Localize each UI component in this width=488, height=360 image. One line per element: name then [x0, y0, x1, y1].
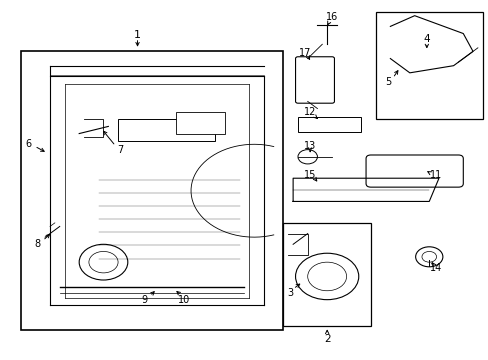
Text: 5: 5	[384, 77, 390, 87]
Text: 3: 3	[287, 288, 293, 297]
Text: 8: 8	[35, 239, 41, 249]
Text: 11: 11	[429, 170, 442, 180]
FancyBboxPatch shape	[176, 112, 224, 134]
FancyBboxPatch shape	[366, 155, 462, 187]
Text: 6: 6	[25, 139, 31, 149]
Text: 17: 17	[299, 48, 311, 58]
Text: 9: 9	[142, 295, 147, 305]
Text: 12: 12	[304, 107, 316, 117]
Text: 14: 14	[429, 262, 442, 273]
Text: 4: 4	[423, 34, 429, 44]
Text: 2: 2	[323, 334, 330, 344]
Text: 7: 7	[117, 145, 123, 155]
FancyBboxPatch shape	[295, 57, 334, 103]
Text: 15: 15	[304, 170, 316, 180]
Text: 13: 13	[304, 141, 316, 151]
FancyBboxPatch shape	[375, 12, 482, 119]
Text: 16: 16	[325, 13, 338, 22]
FancyBboxPatch shape	[283, 223, 370, 327]
Text: 1: 1	[134, 30, 141, 40]
FancyBboxPatch shape	[297, 117, 361, 132]
FancyBboxPatch shape	[118, 119, 215, 141]
Text: 10: 10	[177, 295, 189, 305]
